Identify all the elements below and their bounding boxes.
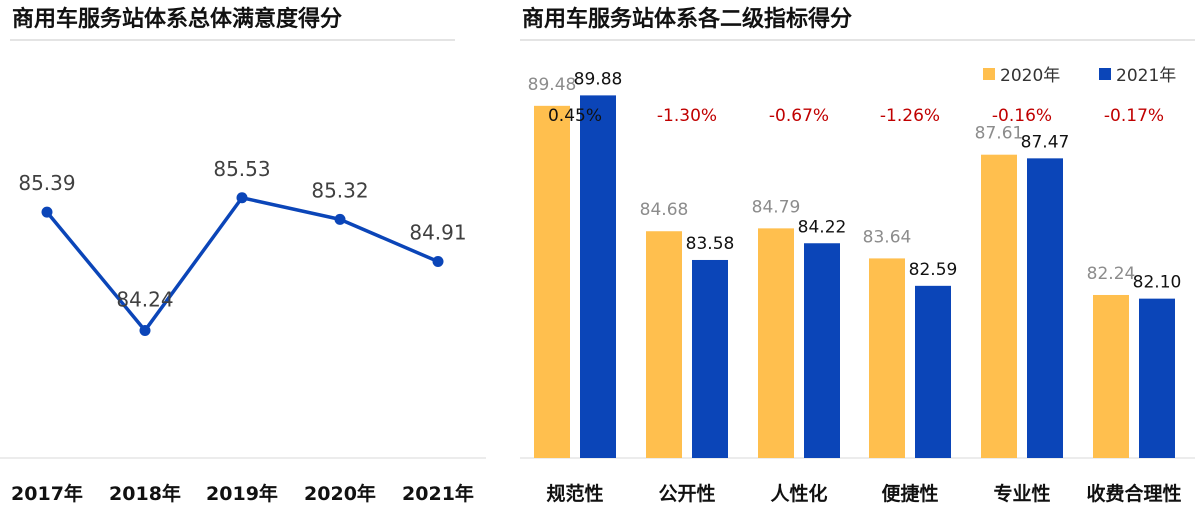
line-x-tick-label: 2019年	[206, 482, 278, 505]
line-value-label: 85.39	[18, 171, 75, 195]
change-label: -1.30%	[657, 106, 717, 126]
line-chart-marks: 85.39 84.24 85.53 85.32 84.91 2017年 2018年 2019年…	[11, 157, 474, 505]
bar-2020	[869, 258, 905, 458]
bar-2020	[981, 154, 1017, 458]
bar-value-label-2021: 82.59	[909, 260, 958, 280]
bar-x-tick-label: 公开性	[658, 482, 715, 505]
bar-2021	[692, 259, 728, 458]
legend-swatch-2020	[983, 68, 995, 80]
change-label: 0.45%	[548, 106, 602, 126]
change-label: -1.26%	[880, 106, 940, 126]
bar-x-tick-label: 人性化	[770, 482, 827, 505]
line-chart-panel: 商用车服务站体系总体满意度得分 85.39 84.24 85.53 85.32 84.9…	[0, 6, 486, 505]
legend-label-2020: 2020年	[1000, 66, 1060, 86]
bar-2020	[646, 231, 682, 458]
bar-value-label-2021: 83.58	[686, 234, 735, 254]
bar-2020	[534, 105, 570, 459]
bar-2021	[915, 285, 951, 458]
bar-chart-title: 商用车服务站体系各二级指标得分	[522, 6, 852, 32]
bar-x-tick-label: 收费合理性	[1086, 482, 1181, 505]
bar-x-tick-label: 便捷性	[881, 482, 938, 505]
bar-value-label-2020: 84.79	[752, 197, 801, 217]
line-point	[236, 192, 248, 204]
bar-value-label-2021: 84.22	[798, 217, 847, 237]
line-chart-title: 商用车服务站体系总体满意度得分	[12, 6, 342, 32]
series-line	[45, 196, 439, 333]
line-point	[139, 324, 151, 336]
change-label: -0.17%	[1104, 106, 1164, 126]
legend: 2020年 2021年	[983, 66, 1176, 86]
bar-value-label-2021: 82.10	[1133, 273, 1182, 293]
line-value-label: 84.91	[409, 221, 466, 245]
legend-swatch-2021	[1099, 68, 1111, 80]
change-label: -0.16%	[992, 106, 1052, 126]
bar-x-tick-label: 专业性	[993, 482, 1050, 505]
line-value-label: 84.24	[116, 287, 173, 311]
line-value-label: 85.32	[311, 178, 368, 202]
bar-2021	[1027, 158, 1063, 458]
bar-value-label-2020: 87.61	[975, 124, 1024, 144]
bar-2020	[1093, 294, 1129, 458]
line-point	[334, 213, 346, 225]
line-x-tick-label: 2020年	[304, 482, 376, 505]
bar-2021	[580, 95, 616, 458]
bar-value-label-2020: 83.64	[863, 227, 912, 247]
bar-2020	[758, 228, 794, 458]
bar-x-tick-label: 规范性	[546, 482, 603, 505]
bar-value-label-2020: 84.68	[640, 200, 689, 220]
legend-label-2021: 2021年	[1116, 66, 1176, 86]
line-point	[432, 256, 444, 268]
line-value-label: 85.53	[213, 157, 270, 181]
bar-2021	[1139, 298, 1175, 458]
bar-2021	[804, 243, 840, 458]
line-x-tick-label: 2018年	[109, 482, 181, 505]
change-label: -0.67%	[769, 106, 829, 126]
line-x-tick-label: 2021年	[402, 482, 474, 505]
bar-value-label-2021: 89.88	[574, 69, 623, 89]
bar-value-label-2020: 82.24	[1087, 264, 1136, 284]
line-point	[41, 206, 53, 218]
line-x-tick-label: 2017年	[11, 482, 83, 505]
bar-value-label-2020: 89.48	[528, 75, 577, 95]
bar-value-label-2021: 87.47	[1021, 132, 1070, 152]
